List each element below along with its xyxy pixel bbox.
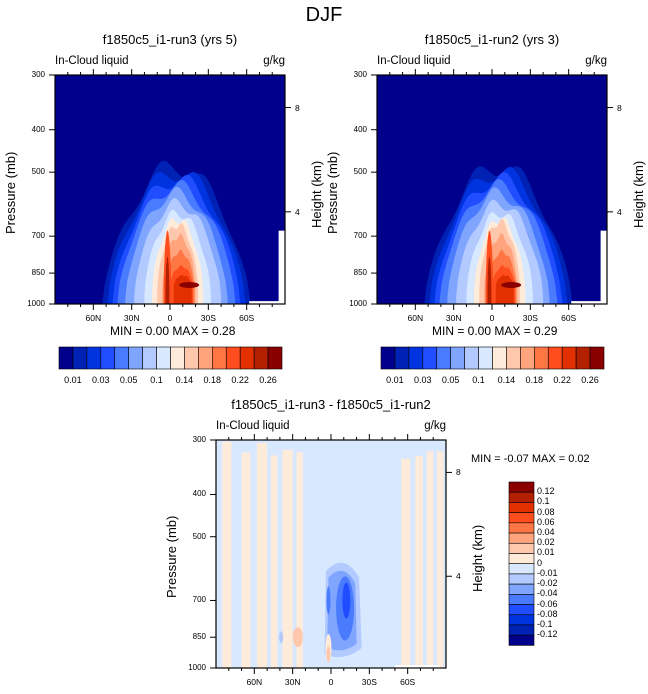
y-tick-label: 700 [176,595,206,604]
colorbar-box [509,584,534,594]
contour-fill-near-zero-positive [415,456,423,684]
colorbar-box [509,605,534,615]
y-tick-label: 300 [176,435,206,444]
contour-fill-near-zero-positive [242,453,251,681]
colorbar-label: -0.02 [537,578,558,588]
colorbar-label: 0 [537,558,542,568]
y-right-axis-label: Height (km) [470,525,485,592]
colorbar-label: -0.12 [537,629,558,639]
contour-negative-anomaly-40n [279,631,283,643]
colorbar-box [509,615,534,625]
y-tick-label: 850 [176,632,206,641]
x-tick-label: 60S [393,677,423,687]
colorbar-label: 0.12 [537,486,555,496]
contour-fill-near-zero-positive [401,459,410,687]
x-tick-label: 30S [354,677,384,687]
contour-fill-near-zero-positive [427,451,433,679]
contour-fill-near-zero-positive [271,455,277,683]
colorbar-box [509,492,534,502]
colorbar-box [509,564,534,574]
colorbar-label: -0.01 [537,568,558,578]
contour-negative-anomaly-equator [326,586,330,614]
y-right-tick-label: 4 [456,571,461,581]
colorbar-box [509,533,534,543]
colorbar-label: -0.06 [537,599,558,609]
colorbar-box [509,482,534,492]
y-tick-label: 400 [176,489,206,498]
y-tick-label: 500 [176,532,206,541]
y-right-tick-label: 8 [456,467,461,477]
colorbar-label: 0.01 [537,547,555,557]
contour-positive-anomaly-30n [293,627,303,647]
colorbar-label: -0.1 [537,619,553,629]
min-max-stats: MIN = -0.07 MAX = 0.02 [471,453,590,465]
x-tick-label: 30N [278,677,308,687]
contour-fill-near-zero-positive [282,450,292,678]
y-axis-label: Pressure (mb) [164,516,179,598]
colorbar-box [509,594,534,604]
colorbar-box [509,625,534,635]
colorbar-label: -0.04 [537,588,558,598]
colorbar-label: 0.02 [537,537,555,547]
contour-fill-near-zero-positive [437,451,443,679]
x-tick-label: 0 [316,677,346,687]
colorbar-label: 0.06 [537,517,555,527]
colorbar-label: 0.1 [537,496,550,506]
colorbar-box [509,574,534,584]
colorbar-box [509,553,534,563]
colorbar-label: 0.08 [537,507,555,517]
colorbar-label: -0.08 [537,609,558,619]
colorbar-box [509,502,534,512]
colorbar-box [509,543,534,553]
contour-negative-anomaly-core [342,582,350,618]
colorbar-label: 0.04 [537,527,555,537]
contour-fill-near-zero-positive [257,443,267,671]
colorbar-box [509,513,534,523]
colorbar-box [509,523,534,533]
x-tick-label: 60N [239,677,269,687]
contour-positive-anomaly-equator-core [326,646,330,662]
y-tick-label: 1000 [176,663,206,672]
contour-fill-near-zero-positive [222,442,231,670]
colorbar-box [509,635,534,645]
